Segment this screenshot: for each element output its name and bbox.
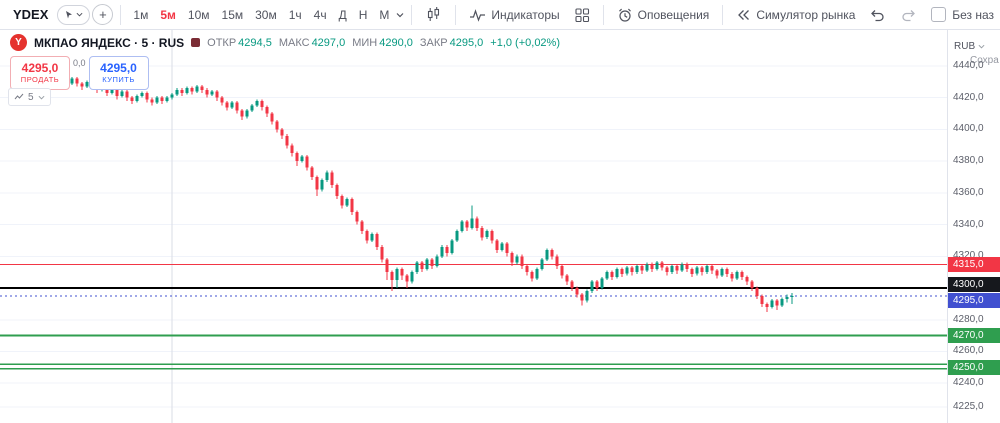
price-change: +1,0 (+0,02%) bbox=[490, 36, 560, 49]
price-tick: 4360,0 bbox=[953, 187, 984, 198]
toolbar-divider bbox=[120, 4, 122, 25]
undo-button[interactable] bbox=[863, 3, 892, 27]
market-simulator-button[interactable]: Симулятор рынка bbox=[730, 3, 861, 27]
buy-button[interactable]: 4295,0 КУПИТЬ bbox=[88, 56, 149, 90]
simulator-label: Симулятор рынка bbox=[756, 7, 856, 22]
open-value: 4294,5 bbox=[238, 36, 272, 49]
close-label: ЗАКР bbox=[419, 36, 448, 49]
untitled-layout-label: Без наз bbox=[952, 7, 994, 22]
sparkline-icon bbox=[14, 93, 24, 101]
alerts-button[interactable]: Оповещения bbox=[611, 3, 716, 27]
symbol-title[interactable]: МКПАО ЯНДЕКС · 5 · RUS bbox=[34, 35, 185, 50]
interval-1h[interactable]: 1ч bbox=[288, 7, 302, 22]
low-label: МИН bbox=[352, 36, 378, 49]
sell-price: 4295,0 bbox=[21, 61, 59, 75]
buy-label: КУПИТЬ bbox=[102, 75, 135, 84]
toolbar-divider bbox=[602, 4, 604, 25]
replay-icon bbox=[736, 8, 751, 22]
price-tick: 4225,0 bbox=[953, 401, 984, 412]
interval-5m[interactable]: 5м bbox=[160, 7, 176, 22]
price-badge: 4315,0 bbox=[948, 257, 1000, 272]
cursor-arrow-icon bbox=[64, 10, 74, 20]
save-label[interactable]: Сохра bbox=[970, 55, 999, 66]
open-label: ОТКР bbox=[207, 36, 237, 49]
high-value: 4297,0 bbox=[311, 36, 346, 49]
undo-icon bbox=[869, 7, 886, 22]
ohlc-low: МИН 4290,0 bbox=[352, 37, 413, 49]
intervals-dropdown-icon[interactable] bbox=[396, 11, 404, 19]
redo-icon bbox=[900, 7, 917, 22]
toolbar-divider bbox=[411, 4, 413, 25]
indicators-label: Индикаторы bbox=[491, 7, 560, 22]
layout-grid-icon bbox=[574, 7, 590, 23]
close-value: 4295,0 bbox=[449, 36, 484, 49]
price-axis[interactable]: RUB Сохра 4440,0 4420,0 4400,0 4380,0 4360,0… bbox=[947, 29, 1000, 423]
ohlc-high: МАКС 4297,0 bbox=[279, 37, 345, 49]
sell-label: ПРОДАТЬ bbox=[20, 75, 60, 84]
price-badge: 4300,0 bbox=[948, 277, 1000, 292]
toolbar-divider bbox=[455, 4, 457, 25]
legend-toggle-value: 5 bbox=[28, 91, 34, 103]
interval-10m[interactable]: 10м bbox=[187, 7, 210, 22]
price-tick: 4420,0 bbox=[953, 92, 984, 103]
price-tick: 4260,0 bbox=[953, 345, 984, 356]
low-value: 4290,0 bbox=[379, 36, 413, 49]
top-toolbar: YDEX + 1м 5м 10м 15м 30м 1ч 4ч Д Н М bbox=[0, 0, 1000, 30]
buy-price: 4295,0 bbox=[100, 61, 137, 75]
layout-grid-button[interactable] bbox=[568, 3, 596, 27]
interval-30m[interactable]: 30м bbox=[255, 7, 277, 22]
compare-add-button[interactable]: + bbox=[92, 4, 114, 25]
yandex-logo-icon: Y bbox=[10, 34, 27, 51]
toolbar-divider bbox=[722, 4, 724, 25]
price-badge: 4270,0 bbox=[948, 328, 1000, 343]
ohlc-open: ОТКР 4294,5 bbox=[207, 37, 272, 49]
price-badge: 4295,0 bbox=[948, 293, 1000, 308]
price-badge: 4250,0 bbox=[948, 360, 1000, 375]
sell-button[interactable]: 4295,0 ПРОДАТЬ bbox=[10, 56, 70, 90]
interval-day[interactable]: Д bbox=[338, 7, 347, 22]
trade-panel: 4295,0 ПРОДАТЬ 0,0 4295,0 КУПИТЬ bbox=[10, 56, 149, 90]
symbol-switcher-pill[interactable] bbox=[57, 4, 91, 25]
candlestick-icon bbox=[425, 6, 442, 23]
alarm-clock-icon bbox=[617, 7, 633, 23]
high-label: МАКС bbox=[278, 36, 310, 49]
legend-toggle[interactable]: 5 bbox=[8, 88, 51, 106]
ohlc-close: ЗАКР 4295,0 bbox=[420, 37, 483, 49]
currency-toggle[interactable]: RUB bbox=[954, 41, 985, 52]
symbol-button[interactable]: YDEX bbox=[13, 7, 49, 22]
indicators-icon bbox=[469, 7, 486, 22]
chevron-down-icon bbox=[978, 43, 985, 50]
symbol-info: Y МКПАО ЯНДЕКС · 5 · RUS ОТКР 4294,5 МАК… bbox=[10, 34, 560, 51]
interval-15m[interactable]: 15м bbox=[221, 7, 244, 22]
price-tick: 4340,0 bbox=[953, 219, 984, 230]
spread-value: 0,0 bbox=[70, 57, 89, 69]
price-tick: 4320,0 bbox=[953, 250, 984, 261]
chevron-down-icon bbox=[76, 11, 83, 18]
chevron-down-icon bbox=[38, 94, 45, 101]
price-tick: 4440,0 bbox=[953, 60, 984, 71]
interval-week[interactable]: Н bbox=[358, 7, 368, 22]
market-status-icon bbox=[191, 38, 201, 47]
interval-4h[interactable]: 4ч bbox=[313, 7, 327, 22]
toolbar-right: Без наз bbox=[931, 7, 994, 22]
interval-1m[interactable]: 1м bbox=[133, 7, 149, 22]
currency-label: RUB bbox=[954, 41, 976, 52]
indicators-button[interactable]: Индикаторы bbox=[463, 3, 565, 27]
price-tick: 4240,0 bbox=[953, 377, 984, 388]
untitled-layout-checkbox[interactable]: Без наз bbox=[931, 7, 994, 22]
price-tick: 4280,0 bbox=[953, 314, 984, 325]
interval-month[interactable]: М bbox=[379, 7, 390, 22]
toolbar-left: YDEX + 1м 5м 10м 15м 30м 1ч 4ч Д Н М bbox=[6, 3, 923, 27]
chart-style-button[interactable] bbox=[419, 3, 448, 27]
candlestick-chart[interactable] bbox=[0, 29, 948, 423]
price-tick: 4400,0 bbox=[953, 123, 984, 134]
alerts-label: Оповещения bbox=[637, 7, 710, 22]
checkbox-icon bbox=[931, 7, 947, 22]
redo-button[interactable] bbox=[894, 3, 923, 27]
price-tick: 4380,0 bbox=[953, 155, 984, 166]
chart-area: Y МКПАО ЯНДЕКС · 5 · RUS ОТКР 4294,5 МАК… bbox=[0, 29, 1000, 423]
